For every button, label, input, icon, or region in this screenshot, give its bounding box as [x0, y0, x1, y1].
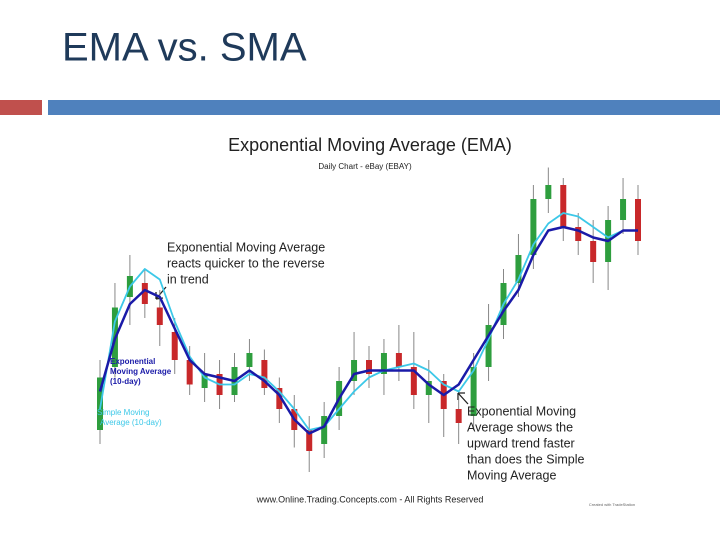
candle-body: [425, 381, 432, 395]
candle-body: [620, 199, 627, 220]
candle-body: [261, 360, 268, 388]
candle-body: [156, 307, 163, 325]
candle-body: [395, 353, 402, 367]
candle-body: [171, 332, 178, 360]
moving-average-line: [99, 212, 638, 431]
candle-body: [351, 360, 358, 381]
candle-body: [515, 255, 522, 283]
annotation-line: upward trend faster: [467, 436, 575, 450]
candle-body: [590, 241, 597, 262]
plot: [97, 167, 641, 472]
legend-label: Simple Moving Average (10-day): [97, 408, 162, 427]
annotation-line: Exponential Moving Average: [167, 240, 325, 254]
footer: www.Online.Trading.Concepts.com - All Ri…: [256, 494, 484, 504]
candle-body: [380, 353, 387, 374]
moving-average-line: [98, 225, 638, 435]
credit: Created with TradeStation: [589, 502, 635, 507]
candle-body: [186, 360, 193, 385]
candle-body: [246, 353, 253, 367]
annotation-line: Exponential Moving: [467, 404, 576, 418]
arrow: [457, 392, 469, 405]
candle-body: [306, 430, 313, 451]
candle-body: [575, 227, 582, 241]
legend-label: Exponential Moving Average (10-day): [110, 357, 172, 386]
candle-body: [410, 367, 417, 395]
candle-body: [530, 199, 537, 255]
accent-block: [0, 100, 42, 115]
candle-body: [455, 409, 462, 423]
annotation-line: than does the Simple: [467, 452, 584, 466]
candle-body: [201, 374, 208, 388]
candle-body: [276, 388, 283, 409]
candle-body: [485, 325, 492, 367]
chart-title: Exponential Moving Average (EMA): [228, 135, 512, 155]
annotation-line: Moving Average: [467, 468, 556, 482]
annotation-line: reacts quicker to the reverse: [167, 256, 325, 270]
candle-body: [470, 367, 477, 416]
accent-bar: [48, 100, 720, 115]
candle-body: [545, 185, 552, 199]
annotation-line: in trend: [167, 272, 209, 286]
candle-body: [321, 416, 328, 444]
candle-body: [366, 360, 372, 374]
candle-body: [560, 185, 567, 227]
candle-body: [635, 199, 641, 241]
slide-title: EMA vs. SMA: [62, 26, 307, 70]
chart-subtitle: Daily Chart - eBay (EBAY): [318, 162, 412, 171]
candle-body: [141, 283, 148, 304]
annotation-line: Average shows the: [467, 420, 573, 434]
